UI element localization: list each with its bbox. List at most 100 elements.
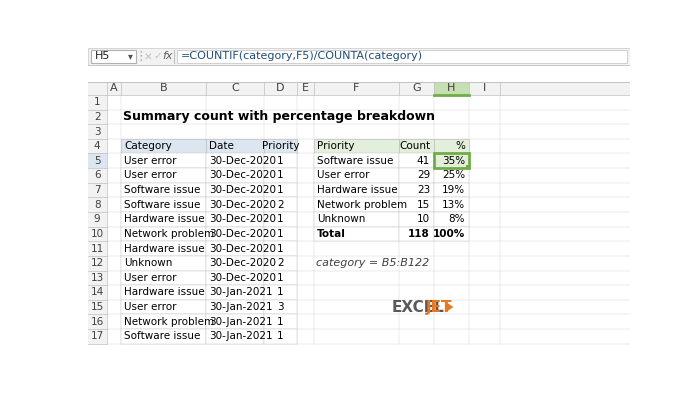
Text: User error: User error	[124, 156, 176, 166]
Text: Network problem: Network problem	[124, 229, 214, 239]
Text: 30-Dec-2020: 30-Dec-2020	[209, 258, 276, 268]
Text: 30-Dec-2020: 30-Dec-2020	[209, 156, 276, 166]
Bar	[399, 197, 434, 212]
Text: Unknown: Unknown	[124, 258, 172, 268]
Bar	[88, 300, 107, 314]
Bar	[121, 285, 206, 300]
Text: 16: 16	[90, 317, 104, 327]
Text: JET: JET	[426, 300, 453, 315]
Text: %: %	[455, 141, 465, 151]
Text: G: G	[412, 84, 421, 94]
Bar	[121, 314, 206, 329]
Bar	[434, 154, 469, 168]
Bar	[88, 314, 107, 329]
Text: Hardware issue: Hardware issue	[124, 244, 204, 254]
Text: 30-Dec-2020: 30-Dec-2020	[209, 185, 276, 195]
Text: 3: 3	[94, 126, 101, 136]
Bar	[399, 154, 434, 168]
Text: 17: 17	[90, 331, 104, 341]
Text: E: E	[302, 84, 309, 94]
Bar	[121, 139, 206, 154]
Text: =COUNTIF(category,F5)/COUNTA(category): =COUNTIF(category,F5)/COUNTA(category)	[181, 52, 423, 62]
Text: 2: 2	[277, 200, 284, 210]
Bar	[206, 139, 264, 154]
Text: Hardware issue: Hardware issue	[124, 288, 204, 298]
Text: B: B	[160, 84, 167, 94]
Text: 35%: 35%	[442, 156, 465, 166]
Bar	[107, 227, 630, 241]
Text: 1: 1	[277, 244, 284, 254]
Bar	[88, 110, 107, 124]
Bar	[264, 241, 297, 256]
Text: 41: 41	[416, 156, 430, 166]
Text: 35%: 35%	[442, 156, 465, 166]
Text: Date: Date	[209, 141, 234, 151]
Bar	[206, 241, 264, 256]
Bar	[399, 212, 434, 227]
Bar	[88, 197, 107, 212]
Text: 13: 13	[90, 273, 104, 283]
Bar	[206, 227, 264, 241]
Bar	[434, 183, 469, 197]
Bar	[264, 329, 297, 344]
Text: 7: 7	[94, 185, 101, 195]
Bar	[399, 227, 434, 241]
Text: 118: 118	[408, 229, 430, 239]
Bar	[264, 168, 297, 183]
Bar	[206, 212, 264, 227]
Bar	[434, 82, 469, 95]
Text: 8%: 8%	[449, 214, 465, 224]
Bar	[88, 124, 107, 139]
Text: User error: User error	[124, 170, 176, 180]
Text: Software issue: Software issue	[317, 156, 393, 166]
Text: 1: 1	[277, 288, 284, 298]
Bar	[206, 183, 264, 197]
Text: 6: 6	[94, 170, 101, 180]
Text: 30-Dec-2020: 30-Dec-2020	[209, 200, 276, 210]
Text: ✓: ✓	[154, 52, 162, 62]
Bar	[121, 227, 206, 241]
Bar	[264, 256, 297, 270]
Text: Hardware issue: Hardware issue	[124, 214, 204, 224]
Text: Summary count with percentage breakdown: Summary count with percentage breakdown	[123, 110, 435, 124]
Text: 25%: 25%	[442, 170, 465, 180]
Bar	[314, 197, 399, 212]
Bar	[107, 124, 630, 139]
Text: C: C	[231, 84, 239, 94]
Text: 1: 1	[277, 229, 284, 239]
Text: 14: 14	[90, 288, 104, 298]
Text: Total: Total	[317, 229, 346, 239]
Bar	[88, 139, 107, 154]
Bar	[434, 154, 469, 168]
Text: 30-Jan-2021: 30-Jan-2021	[209, 331, 273, 341]
Text: 30-Dec-2020: 30-Dec-2020	[209, 273, 276, 283]
Bar	[314, 154, 399, 168]
Bar	[206, 154, 264, 168]
Bar	[107, 168, 630, 183]
Bar	[88, 227, 107, 241]
Bar	[107, 110, 630, 124]
Bar	[107, 241, 630, 256]
Bar	[264, 227, 297, 241]
Bar	[121, 270, 206, 285]
Polygon shape	[446, 302, 454, 312]
Bar	[264, 183, 297, 197]
Bar	[264, 139, 297, 154]
Bar	[264, 270, 297, 285]
Text: ⋮: ⋮	[134, 50, 146, 63]
Text: Software issue: Software issue	[124, 200, 200, 210]
Text: Network problem: Network problem	[317, 200, 407, 210]
Text: 1: 1	[277, 317, 284, 327]
Bar	[206, 329, 264, 344]
Text: 2: 2	[94, 112, 101, 122]
Bar	[107, 256, 630, 270]
Text: 30-Jan-2021: 30-Jan-2021	[209, 302, 273, 312]
Bar	[107, 139, 630, 154]
Bar	[88, 168, 107, 183]
Bar	[88, 241, 107, 256]
Text: fx: fx	[162, 52, 173, 62]
Bar	[107, 212, 630, 227]
Text: 11: 11	[90, 244, 104, 254]
Bar	[466, 165, 469, 168]
Bar	[206, 256, 264, 270]
